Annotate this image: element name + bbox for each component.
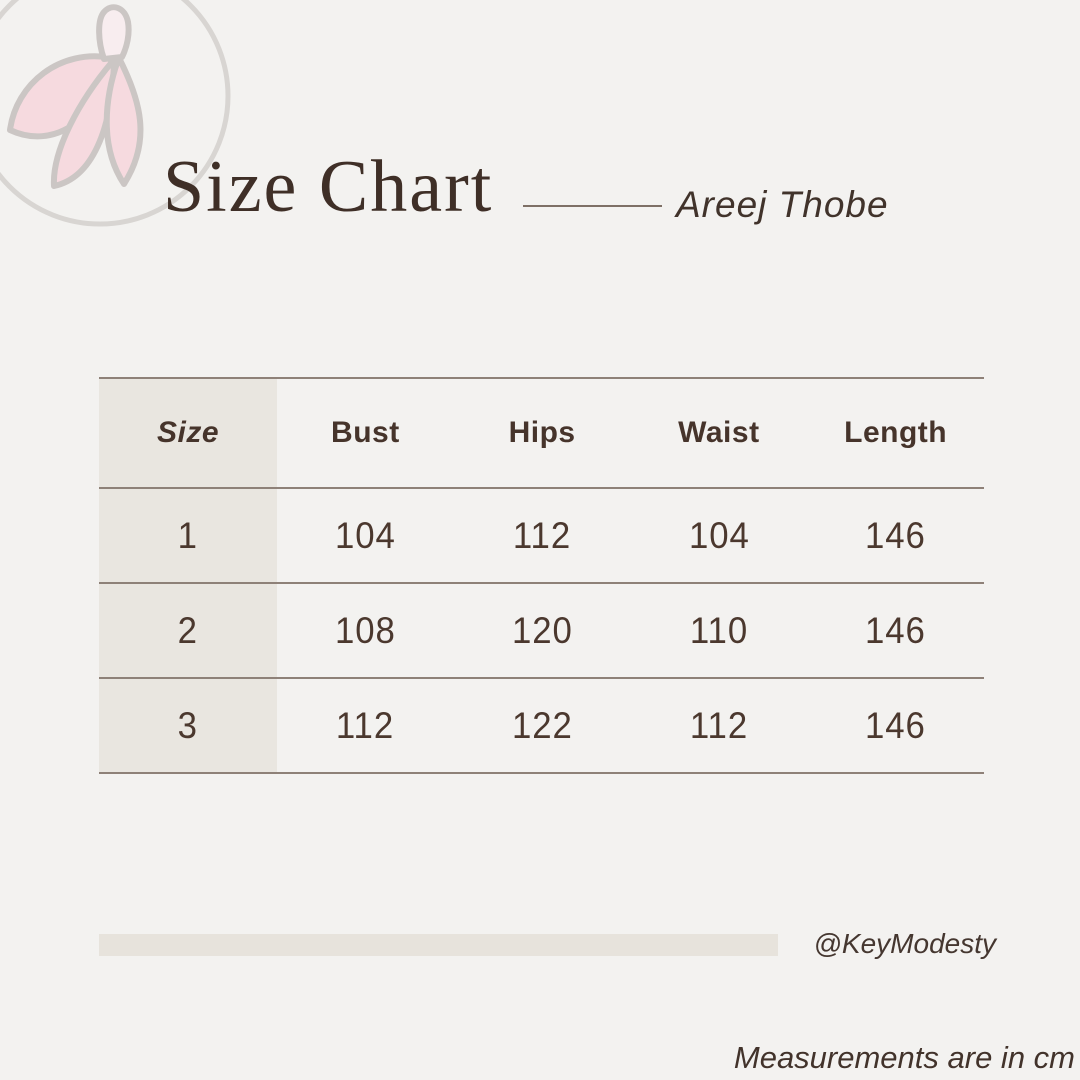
flower-tassel-logo-icon: [0, 0, 231, 227]
length-value: 146: [865, 514, 927, 556]
table-row: 2 108 120 110 146: [99, 584, 984, 679]
units-footnote: Measurements are in cm: [733, 1040, 1075, 1075]
logo-circle-outline: [0, 0, 231, 227]
col-header-size: Size: [99, 379, 277, 487]
waist-value: 104: [688, 514, 750, 556]
bust-value: 108: [334, 609, 396, 651]
title-divider-line: [523, 205, 662, 207]
col-header-bust: Bust: [331, 416, 400, 449]
bud: [96, 4, 132, 62]
waist-value: 112: [689, 704, 749, 746]
social-handle: @KeyModesty: [813, 928, 997, 959]
table-row: 1 104 112 104 146: [99, 489, 984, 584]
size-value: 3: [177, 704, 199, 746]
size-value: 1: [177, 514, 199, 556]
hips-value: 122: [511, 704, 573, 746]
footer-accent-bar: [99, 934, 778, 956]
size-value: 2: [177, 609, 199, 651]
waist-value: 110: [689, 609, 749, 651]
size-table: Size Bust Hips Waist Length 1 104 112 10…: [99, 377, 984, 774]
bust-value: 104: [334, 514, 396, 556]
col-header-length: Length: [844, 416, 948, 449]
hips-value: 120: [511, 609, 573, 651]
col-header-waist: Waist: [678, 416, 760, 449]
length-value: 146: [865, 609, 927, 651]
bust-value: 112: [336, 704, 395, 746]
table-header-row: Size Bust Hips Waist Length: [99, 379, 984, 489]
petal-right: [103, 57, 144, 187]
page-title: Size Chart: [163, 146, 494, 228]
product-name: Areej Thobe: [676, 184, 889, 225]
length-value: 146: [865, 704, 927, 746]
table-row: 3 112 122 112 146: [99, 679, 984, 774]
col-header-hips: Hips: [508, 416, 576, 449]
hips-value: 112: [512, 514, 572, 556]
